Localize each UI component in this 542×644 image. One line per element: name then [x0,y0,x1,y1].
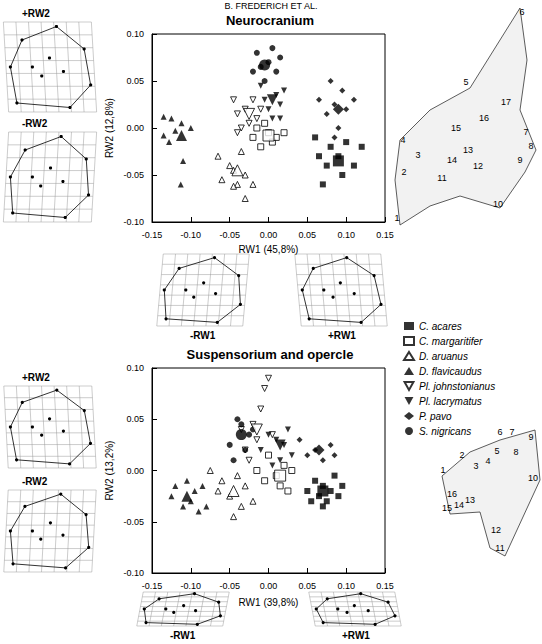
svg-text:P. pavo: P. pavo [419,411,452,422]
svg-text:9: 9 [517,155,522,165]
svg-text:RW1 (39,8%): RW1 (39,8%) [239,597,299,608]
svg-text:12: 12 [491,525,501,535]
svg-text:+RW2: +RW2 [22,372,50,383]
svg-text:5: 5 [463,77,468,87]
svg-text:16: 16 [447,489,457,499]
svg-text:0.00: 0.00 [126,123,144,133]
svg-text:1: 1 [440,465,445,475]
svg-text:Suspensorium and opercle: Suspensorium and opercle [187,347,354,362]
svg-text:D. flavicaudus: D. flavicaudus [419,366,482,377]
svg-text:7: 7 [523,127,528,137]
svg-text:2: 2 [401,167,406,177]
svg-text:0.15: 0.15 [376,230,394,240]
svg-text:0.05: 0.05 [126,414,144,424]
svg-text:10: 10 [528,473,538,483]
svg-text:16: 16 [479,113,489,123]
svg-text:13: 13 [465,495,475,505]
svg-text:0.00: 0.00 [260,230,278,240]
svg-text:17: 17 [501,97,511,107]
svg-text:9: 9 [528,432,533,442]
svg-text:1: 1 [394,213,399,223]
svg-text:13: 13 [463,145,473,155]
svg-text:0.05: 0.05 [126,76,144,86]
svg-text:3: 3 [415,150,420,160]
svg-text:4: 4 [400,135,405,145]
svg-text:10: 10 [493,199,503,209]
svg-text:3: 3 [473,461,478,471]
svg-text:-0.05: -0.05 [123,170,144,180]
svg-text:8: 8 [528,141,533,151]
svg-text:-0.15: -0.15 [142,230,163,240]
svg-text:+RW1: +RW1 [342,630,370,641]
svg-text:-0.10: -0.10 [181,230,202,240]
svg-text:0.10: 0.10 [337,230,355,240]
svg-text:0.05: 0.05 [299,581,317,591]
svg-text:14: 14 [447,155,457,165]
svg-text:0.05: 0.05 [299,230,317,240]
svg-text:+RW1: +RW1 [328,330,356,341]
svg-text:4: 4 [485,456,490,466]
svg-text:-0.05: -0.05 [219,230,240,240]
svg-text:Pl. lacrymatus: Pl. lacrymatus [419,396,482,407]
svg-text:0.15: 0.15 [376,581,394,591]
svg-text:Neurocranium: Neurocranium [226,13,314,28]
svg-text:-RW1: -RW1 [170,630,196,641]
svg-text:S. nigricans: S. nigricans [419,426,471,437]
svg-text:0.10: 0.10 [337,581,355,591]
svg-text:0.10: 0.10 [126,363,144,373]
svg-text:6: 6 [519,7,524,17]
svg-text:15: 15 [442,503,452,513]
svg-text:-0.05: -0.05 [123,517,144,527]
svg-text:-0.10: -0.10 [123,217,144,227]
svg-text:0.10: 0.10 [126,29,144,39]
svg-text:15: 15 [451,123,461,133]
svg-text:-0.05: -0.05 [219,581,240,591]
svg-text:-0.10: -0.10 [181,581,202,591]
svg-text:-RW2: -RW2 [22,118,48,129]
svg-text:D. aruanus: D. aruanus [419,351,468,362]
svg-text:RW1 (45,8%): RW1 (45,8%) [239,244,299,255]
svg-text:7: 7 [509,427,514,437]
svg-text:C. margaritifer: C. margaritifer [419,336,483,347]
svg-text:8: 8 [513,447,518,457]
svg-text:11: 11 [495,543,504,553]
svg-text:RW2 (13,2%): RW2 (13,2%) [104,441,115,501]
svg-text:-RW2: -RW2 [22,476,48,487]
svg-text:C. acares: C. acares [419,321,462,332]
svg-text:12: 12 [473,161,483,171]
svg-text:-0.10: -0.10 [123,568,144,578]
svg-text:Pl. johnstonianus: Pl. johnstonianus [419,381,495,392]
svg-text:6: 6 [497,427,502,437]
svg-text:0.00: 0.00 [260,581,278,591]
svg-text:RW2 (12,8%): RW2 (12,8%) [104,98,115,158]
svg-text:11: 11 [437,173,446,183]
svg-text:2: 2 [459,450,464,460]
svg-text:14: 14 [454,500,464,510]
svg-text:0.00: 0.00 [126,466,144,476]
svg-text:B. FREDERICH ET AL.: B. FREDERICH ET AL. [225,1,318,11]
svg-text:+RW2: +RW2 [22,8,50,19]
svg-text:-0.15: -0.15 [142,581,163,591]
svg-text:5: 5 [494,446,499,456]
svg-text:-RW1: -RW1 [190,330,216,341]
